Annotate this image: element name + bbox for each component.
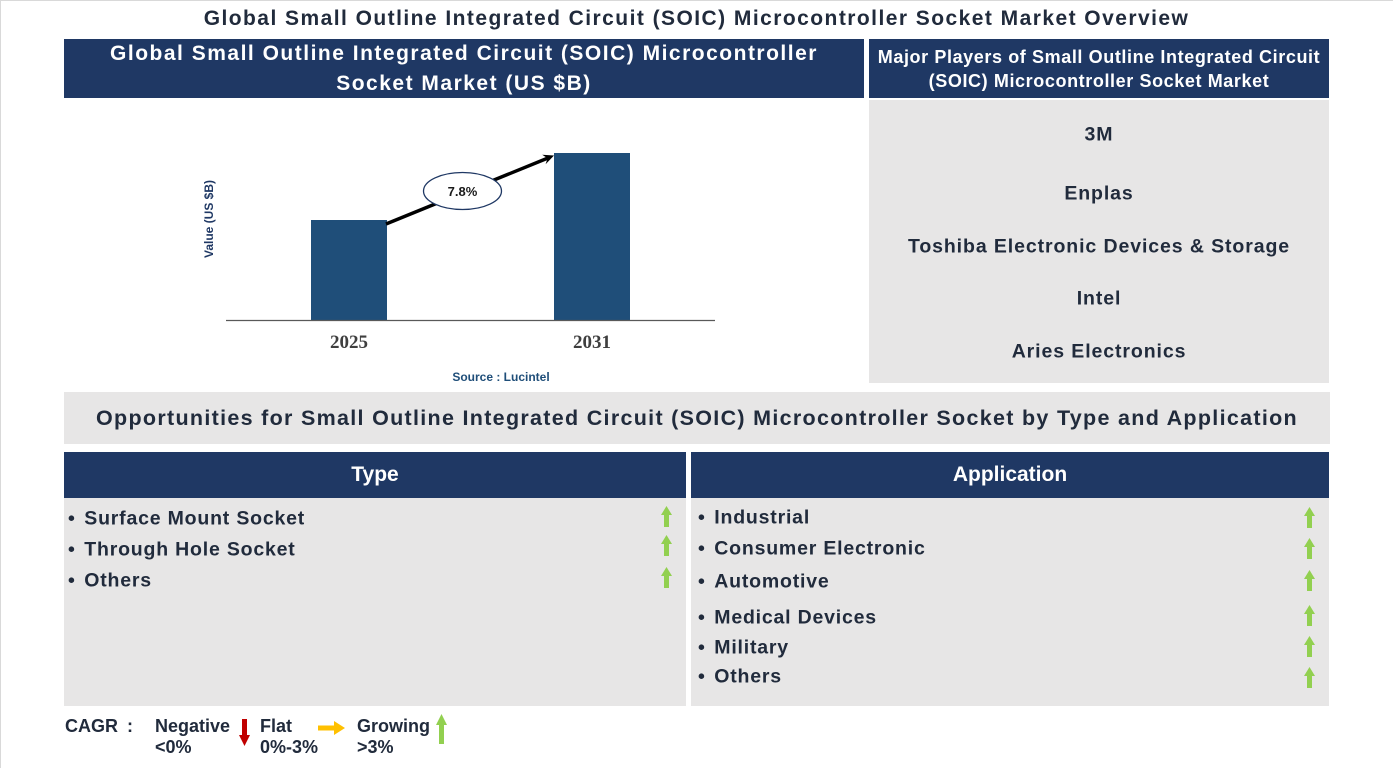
svg-text:Value (US $B): Value (US $B) xyxy=(202,180,216,258)
svg-text:Source : Lucintel: Source : Lucintel xyxy=(452,370,549,384)
svg-text:2025: 2025 xyxy=(330,332,368,353)
svg-text:2031: 2031 xyxy=(573,332,611,353)
svg-text:7.8%: 7.8% xyxy=(448,184,478,199)
